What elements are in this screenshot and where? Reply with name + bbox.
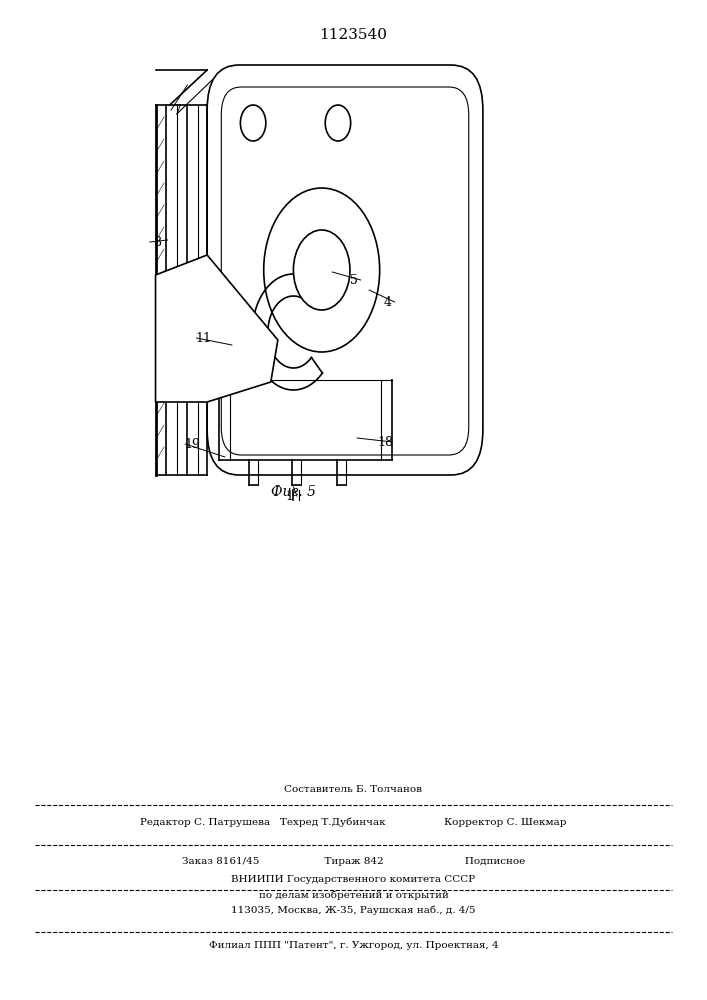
Text: 11: 11 (196, 332, 211, 344)
Text: Заказ 8161/45                    Тираж 842                         Подписное: Заказ 8161/45 Тираж 842 Подписное (182, 857, 525, 866)
Text: по делам изобретений и открытий: по делам изобретений и открытий (259, 890, 448, 900)
Text: 1123540: 1123540 (320, 28, 387, 42)
Text: 7: 7 (174, 104, 182, 116)
Text: Фиг. 5: Фиг. 5 (271, 485, 316, 499)
Circle shape (293, 230, 350, 310)
Text: Составитель Б. Толчанов: Составитель Б. Толчанов (284, 786, 423, 794)
Text: 4: 4 (383, 296, 392, 308)
Text: Редактор С. Патрушева   Техред Т.Дубинчак                  Корректор С. Шекмар: Редактор С. Патрушева Техред Т.Дубинчак … (140, 817, 567, 827)
Text: ВНИИПИ Государственного комитета СССР: ВНИИПИ Государственного комитета СССР (231, 876, 476, 884)
Text: 1: 1 (286, 489, 294, 502)
Text: 5: 5 (349, 273, 358, 286)
Text: 113035, Москва, Ж-35, Раушская наб., д. 4/5: 113035, Москва, Ж-35, Раушская наб., д. … (231, 905, 476, 915)
Text: Филиал ППП "Патент", г. Ужгород, ул. Проектная, 4: Филиал ППП "Патент", г. Ужгород, ул. Про… (209, 940, 498, 950)
Circle shape (264, 188, 380, 352)
Text: 8: 8 (153, 235, 161, 248)
Circle shape (240, 105, 266, 141)
Polygon shape (156, 255, 278, 402)
Text: 19: 19 (185, 438, 200, 450)
Circle shape (325, 105, 351, 141)
FancyBboxPatch shape (207, 65, 483, 475)
Text: 18: 18 (378, 436, 393, 448)
